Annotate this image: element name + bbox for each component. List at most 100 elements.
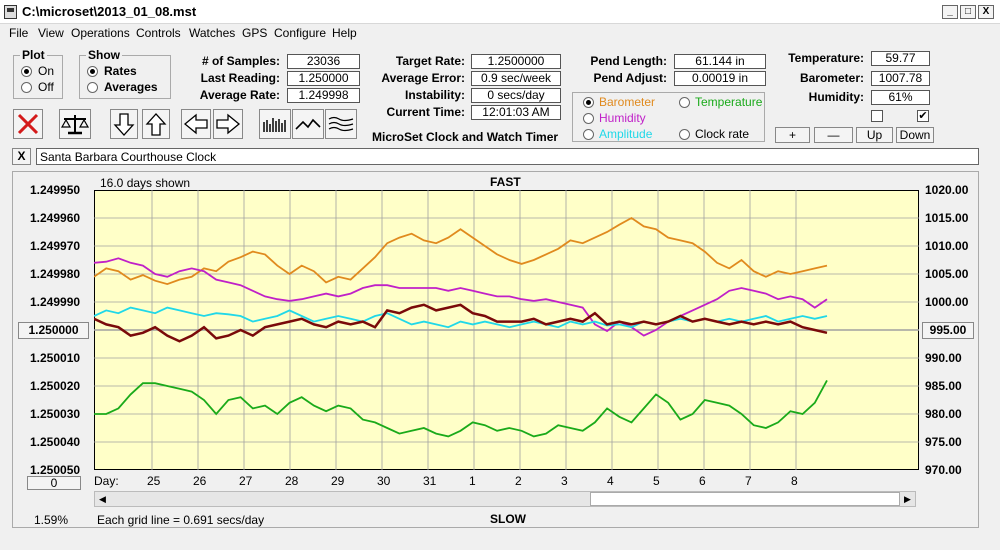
instability-field: 0 secs/day	[471, 88, 561, 103]
scroll-right-arrow-icon[interactable]: ▶	[904, 494, 911, 504]
temperature-radio-label: Temperature	[695, 95, 763, 109]
minimize-button[interactable]: _	[942, 5, 958, 19]
checkbox-2[interactable]: ✔	[917, 110, 929, 122]
maximize-button[interactable]: □	[960, 5, 976, 19]
average-rate-field: 1.249998	[287, 88, 360, 103]
pend-adjust-field: 0.00019 in	[674, 71, 766, 86]
amplitude-radio[interactable]	[583, 129, 594, 140]
menu-file[interactable]: File	[9, 26, 29, 40]
current-time-label: Current Time:	[386, 105, 465, 119]
pend-length-label: Pend Length:	[590, 54, 667, 68]
arrow-left-icon	[183, 113, 208, 135]
menu-view[interactable]: View	[38, 26, 64, 40]
day-tick-label: 25	[147, 474, 161, 488]
scroll-down-button[interactable]: Down	[896, 127, 934, 143]
target-rate-field[interactable]: 1.2500000	[471, 54, 561, 69]
zoom-in-button[interactable]: +	[775, 127, 810, 143]
right-tick-label: 985.00	[925, 379, 962, 393]
series-group	[94, 216, 828, 438]
day-tick-label: 28	[285, 474, 299, 488]
checkbox-1[interactable]	[871, 110, 883, 122]
average-error-field: 0.9 sec/week	[471, 71, 561, 86]
percent-label: 1.59%	[34, 513, 69, 527]
close-button[interactable]: X	[978, 5, 994, 19]
day-tick-label: 26	[193, 474, 207, 488]
left-tick-label: 1.249990	[30, 295, 81, 309]
average-error-label: Average Error:	[381, 71, 465, 85]
line-view-button[interactable]	[292, 109, 324, 139]
show-rates-radio[interactable]	[87, 66, 98, 77]
grid-lines	[94, 190, 919, 470]
clock-name-field[interactable]: Santa Barbara Courthouse Clock	[36, 148, 979, 165]
stop-button[interactable]	[13, 109, 43, 139]
temperature-field: 59.77	[871, 51, 930, 66]
series-line-1	[94, 257, 828, 337]
pend-length-field[interactable]: 61.144 in	[674, 54, 766, 69]
menu-help[interactable]: Help	[332, 26, 357, 40]
bars-view-button[interactable]	[259, 109, 291, 139]
plot-group: Plot On Off	[13, 48, 63, 99]
left-tick-label: 1.250020	[30, 379, 81, 393]
left-center-value[interactable]: 1.250000	[18, 322, 89, 339]
right-tick-label: 1005.00	[925, 267, 969, 281]
day-tick-label: 3	[561, 474, 568, 488]
window-title: C:\microset\2013_01_08.mst	[22, 4, 197, 19]
left-tick-label: 1.250030	[30, 407, 81, 421]
right-center-value[interactable]: 995.00	[922, 322, 974, 339]
menu-operations[interactable]: Operations	[71, 26, 130, 40]
app-icon	[4, 5, 17, 19]
humidity-label: Humidity:	[808, 90, 864, 104]
day-tick-label: 5	[653, 474, 660, 488]
scroll-left-arrow-icon[interactable]: ◀	[99, 494, 106, 504]
left-tick-label: 1.249980	[30, 267, 81, 281]
horizontal-scrollbar[interactable]: ◀ ▶	[94, 491, 916, 507]
day-tick-label: 6	[699, 474, 706, 488]
day-tick-label: 2	[515, 474, 522, 488]
barometer-field: 1007.78	[871, 71, 930, 86]
bottom-left-value[interactable]: 0	[27, 476, 81, 490]
left-tick-label: 1.249970	[30, 239, 81, 253]
zoom-out-button[interactable]: —	[814, 127, 853, 143]
samples-field: 23036	[287, 54, 360, 69]
temperature-radio[interactable]	[679, 97, 690, 108]
day-tick-label: 4	[607, 474, 614, 488]
barometer-radio[interactable]	[583, 97, 594, 108]
scrollbar-thumb[interactable]	[590, 492, 900, 506]
show-group: Show Rates Averages	[79, 48, 171, 99]
right-tick-label: 975.00	[925, 435, 962, 449]
clear-name-button[interactable]: X	[12, 148, 31, 165]
plot-on-radio[interactable]	[21, 66, 32, 77]
menu-configure[interactable]: Configure	[274, 26, 327, 40]
right-arrow-button[interactable]	[213, 109, 243, 139]
humidity-radio[interactable]	[583, 113, 594, 124]
clock-rate-radio[interactable]	[679, 129, 690, 140]
up-arrow-button[interactable]	[142, 109, 170, 139]
humidity-field: 61%	[871, 90, 930, 105]
left-tick-label: 1.250040	[30, 435, 81, 449]
day-tick-label: 27	[239, 474, 253, 488]
arrow-up-icon	[145, 113, 167, 136]
app-caption: MicroSet Clock and Watch Timer	[372, 130, 559, 144]
left-arrow-button[interactable]	[181, 109, 211, 139]
scroll-up-button[interactable]: Up	[856, 127, 893, 143]
target-rate-label: Target Rate:	[395, 54, 465, 68]
plot-off-radio[interactable]	[21, 82, 32, 93]
day-tick-label: 8	[791, 474, 798, 488]
show-averages-label: Averages	[104, 80, 158, 94]
menu-gps[interactable]: GPS	[242, 26, 268, 40]
sensor-select-group: Barometer Temperature Humidity Clock rat…	[572, 92, 765, 142]
series-line-3	[94, 303, 828, 343]
wave-view-button[interactable]	[325, 109, 357, 139]
last-reading-field: 1.250000	[287, 71, 360, 86]
plot-off-label: Off	[38, 80, 54, 94]
barometer-radio-label: Barometer	[599, 95, 656, 109]
menu-controls[interactable]: Controls	[136, 26, 181, 40]
down-arrow-button[interactable]	[110, 109, 138, 139]
menu-watches[interactable]: Watches	[189, 26, 236, 40]
show-averages-radio[interactable]	[87, 82, 98, 93]
grid-note: Each grid line = 0.691 secs/day	[97, 513, 265, 527]
balance-button[interactable]	[59, 109, 91, 139]
x-icon	[17, 113, 39, 135]
arrow-down-icon	[113, 113, 135, 136]
days-shown-label: 16.0 days shown	[100, 176, 191, 190]
